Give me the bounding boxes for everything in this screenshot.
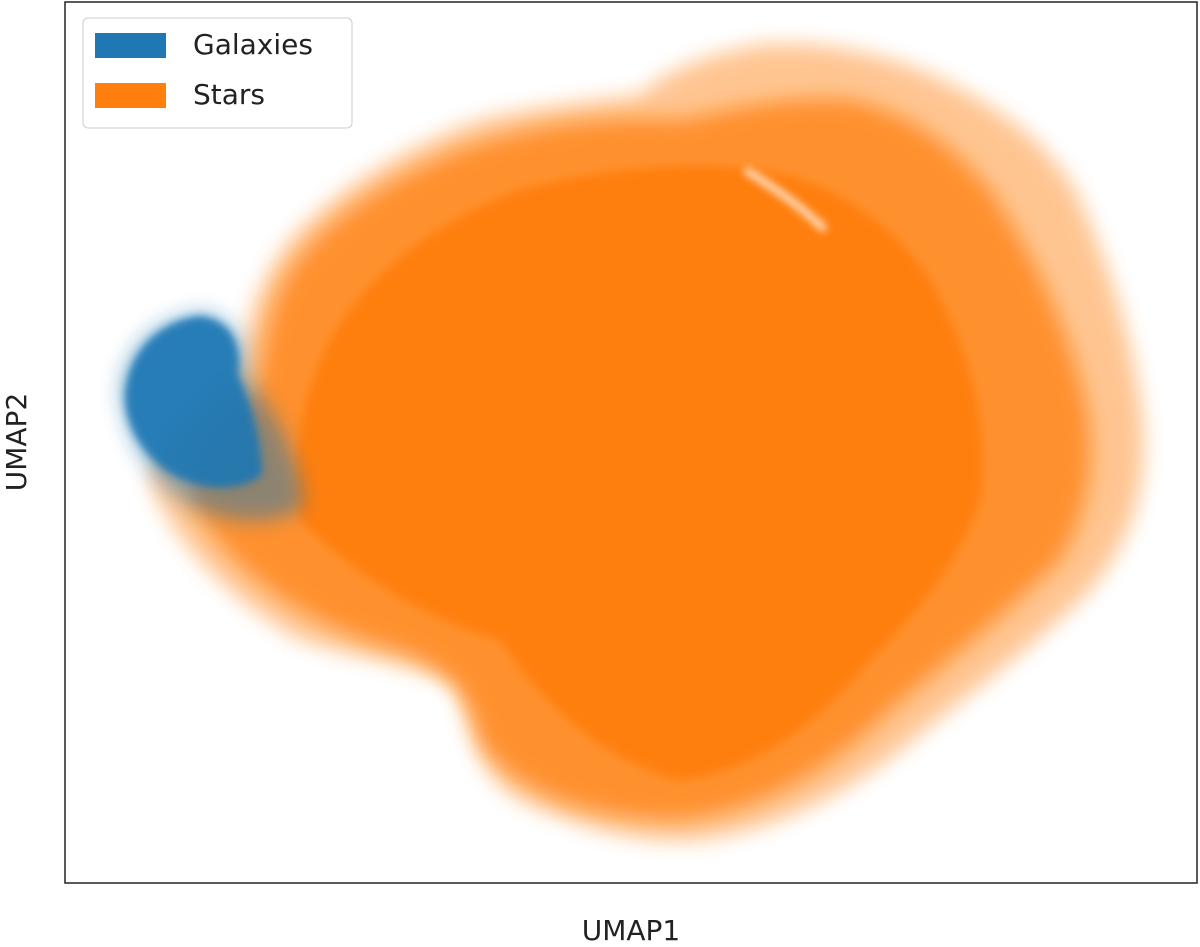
legend-patch (95, 83, 166, 108)
plot-area (120, 43, 1144, 841)
galaxies-cloud-core (125, 316, 262, 488)
legend-label: Galaxies (193, 28, 313, 61)
legend-patch (95, 33, 166, 58)
legend-label: Stars (193, 78, 265, 111)
y-axis-label: UMAP2 (0, 393, 33, 492)
gap (742, 166, 828, 233)
legend: Galaxies Stars (82, 17, 353, 129)
x-axis-label: UMAP1 (582, 914, 681, 947)
stars-cloud-core (296, 166, 983, 780)
axes-frame (64, 1, 1198, 884)
